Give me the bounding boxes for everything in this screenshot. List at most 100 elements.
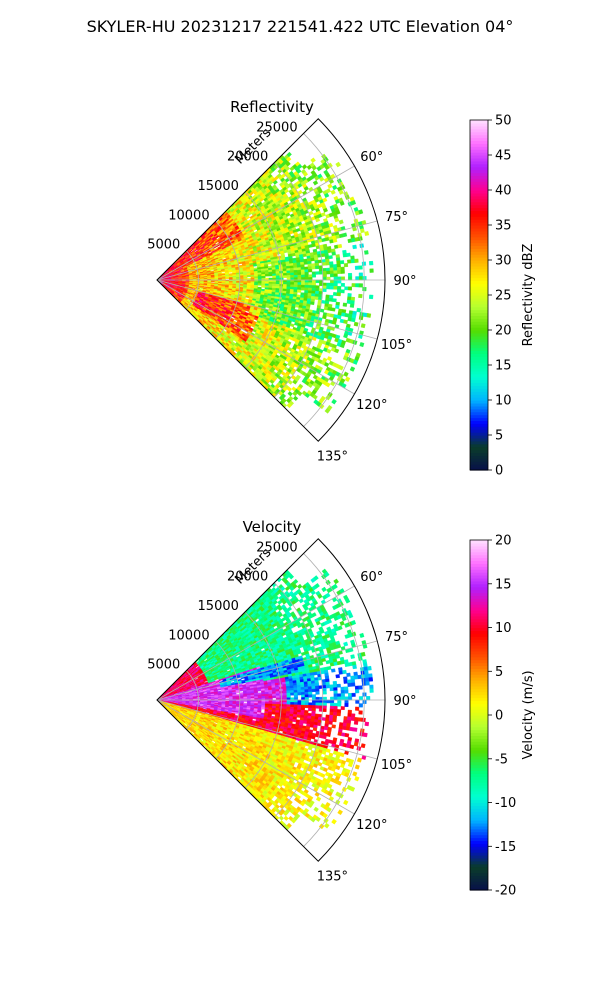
- data-cell: [253, 263, 258, 267]
- data-cell: [283, 281, 288, 285]
- data-cell: [339, 260, 345, 265]
- data-cell: [268, 273, 273, 277]
- radial-tick-label: 15000: [198, 179, 239, 194]
- data-cell: [350, 258, 356, 264]
- data-cell: [355, 276, 360, 281]
- data-cell: [275, 281, 280, 285]
- data-cell: [290, 282, 295, 286]
- data-cell: [336, 292, 341, 297]
- data-cell: [322, 267, 327, 272]
- data-cell: [343, 263, 349, 268]
- data-cell: [297, 272, 302, 276]
- data-cell: [344, 376, 351, 382]
- data-cell: [358, 283, 363, 288]
- data-cell: [329, 267, 334, 272]
- data-cell: [311, 282, 317, 286]
- data-cell: [327, 306, 332, 311]
- data-cell: [301, 274, 306, 278]
- data-cell: [261, 275, 266, 279]
- data-cell: [268, 281, 273, 285]
- data-cell: [354, 265, 360, 270]
- data-cell: [289, 270, 295, 274]
- data-cell: [332, 264, 338, 268]
- data-cell: [333, 276, 338, 281]
- data-cell: [364, 250, 369, 255]
- colorbar-tick-label: 20: [495, 324, 512, 339]
- data-cell: [261, 281, 266, 285]
- data-cell: [335, 304, 340, 310]
- data-cell: [356, 307, 362, 313]
- data-cell: [308, 279, 313, 283]
- data-cell: [308, 282, 313, 286]
- data-cell: [336, 314, 342, 320]
- data-cell: [325, 261, 330, 266]
- data-cell: [254, 274, 259, 277]
- data-cell: [304, 271, 309, 276]
- data-cell: [322, 288, 327, 293]
- data-cell: [307, 266, 313, 270]
- data-cell: [293, 286, 298, 291]
- data-cell: [261, 285, 266, 288]
- data-cell: [332, 292, 338, 296]
- data-cell: [328, 222, 334, 228]
- data-cell: [221, 270, 226, 273]
- data-cell: [236, 276, 241, 279]
- data-cell: [268, 271, 273, 275]
- data-cell: [347, 272, 353, 277]
- data-cell: [368, 260, 374, 266]
- data-cell: [340, 276, 345, 281]
- reflectivity-sector-plot: 50001000015000200002500060°75°90°105°120…: [147, 118, 417, 464]
- data-cell: [304, 284, 309, 289]
- radial-tick-label: 10000: [168, 208, 209, 223]
- data-cell: [257, 283, 262, 286]
- data-cell: [342, 232, 348, 238]
- data-cell: [228, 270, 233, 273]
- data-cell: [328, 297, 334, 302]
- data-cell: [335, 161, 341, 168]
- colorbar-tick-label: 5: [495, 429, 503, 444]
- radial-tick-label: 5000: [147, 238, 180, 253]
- data-cell: [282, 270, 288, 274]
- data-cell: [347, 259, 352, 264]
- data-cell: [350, 317, 356, 323]
- figure-suptitle: SKYLER-HU 20231217 221541.422 UTC Elevat…: [87, 17, 514, 36]
- data-cell: [340, 282, 345, 287]
- data-cell: [322, 285, 327, 290]
- data-cell: [245, 295, 250, 299]
- data-cell: [354, 258, 359, 263]
- data-cell: [343, 371, 349, 377]
- data-cell: [286, 272, 291, 276]
- data-cell: [315, 285, 320, 289]
- data-cell: [340, 289, 345, 294]
- azimuth-tick-label: 90°: [393, 274, 416, 289]
- data-cell: [290, 274, 295, 278]
- data-cell: [364, 231, 370, 236]
- data-cell: [286, 284, 291, 288]
- colorbar-tick-label: 15: [495, 359, 512, 374]
- data-cell: [336, 263, 341, 268]
- data-cell: [312, 180, 319, 186]
- azimuth-tick-label: 120°: [356, 398, 387, 413]
- data-cell: [322, 276, 327, 281]
- data-cell: [297, 282, 302, 286]
- data-cell: [312, 279, 316, 284]
- data-cell: [335, 254, 340, 259]
- data-cell: [286, 286, 291, 290]
- data-cell: [333, 285, 338, 290]
- data-cell: [308, 268, 313, 273]
- data-cell: [326, 356, 333, 362]
- velocity-title: Velocity: [243, 518, 302, 536]
- data-cell: [300, 287, 306, 291]
- velocity-panel: Velocity 50001000015000200002500060°75°9…: [147, 518, 536, 899]
- azimuth-tick-label: 75°: [385, 210, 408, 225]
- data-cell: [333, 273, 338, 278]
- data-cell: [347, 286, 353, 291]
- data-cell: [321, 262, 327, 266]
- data-cell: [358, 293, 363, 299]
- data-cell: [320, 253, 326, 258]
- data-cell: [326, 267, 331, 272]
- data-cell: [347, 293, 352, 298]
- data-cell: [292, 395, 299, 402]
- data-cell: [303, 261, 309, 265]
- data-cell: [300, 269, 306, 273]
